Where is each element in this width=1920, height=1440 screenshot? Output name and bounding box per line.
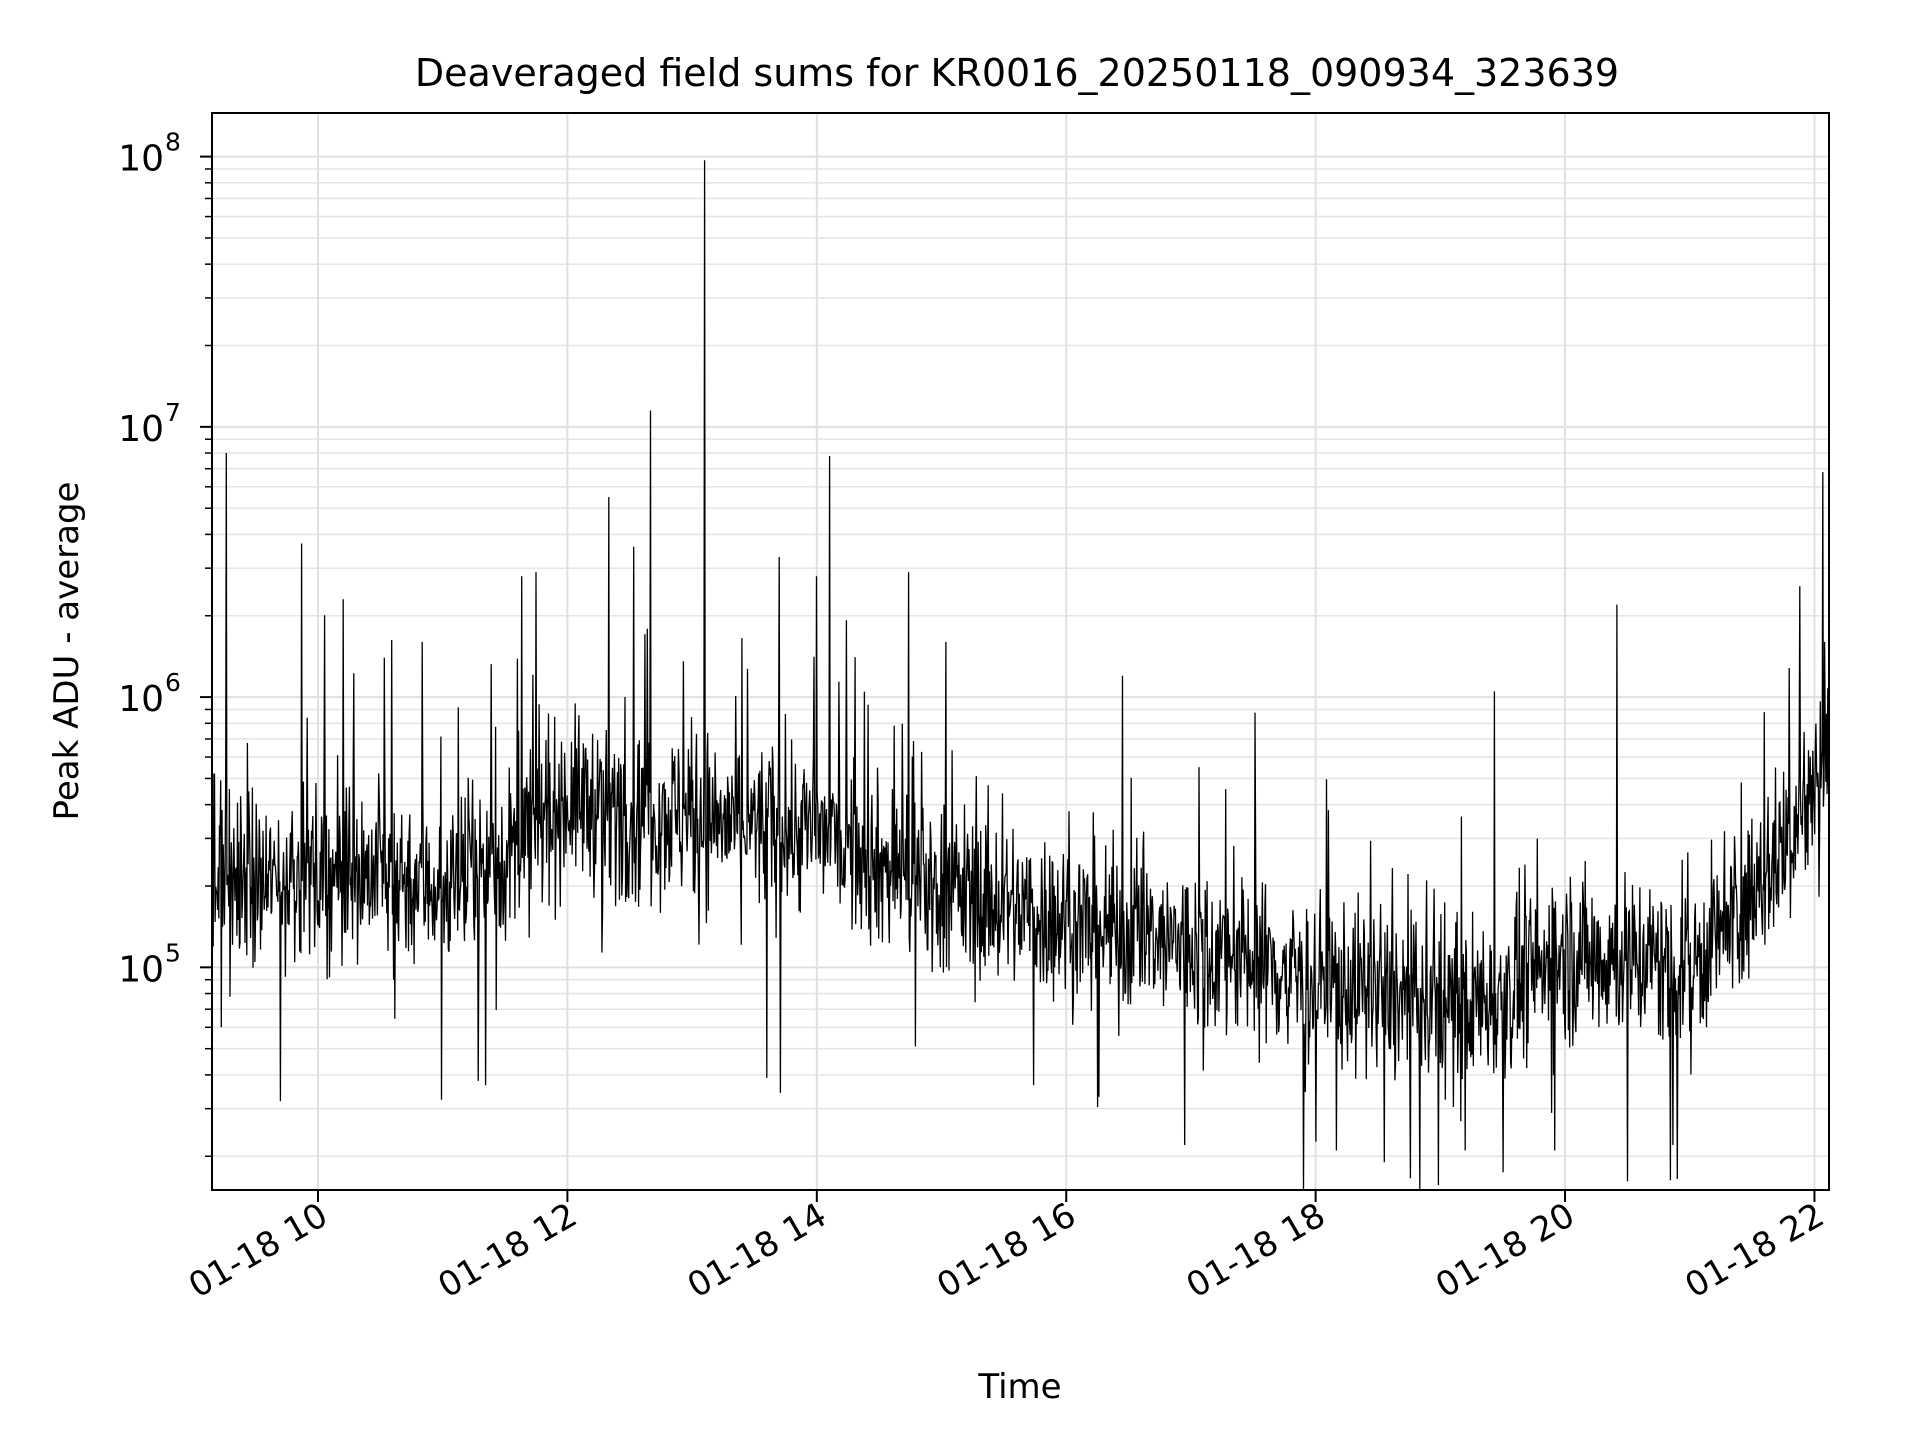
y-tick-base: 10 bbox=[118, 679, 164, 720]
series-peak-adu bbox=[211, 160, 1830, 1191]
y-tick-exponent: 7 bbox=[165, 398, 181, 427]
y-tick-exponent: 6 bbox=[165, 668, 181, 697]
y-tick-label: 10 7 bbox=[118, 398, 181, 450]
y-tick-base: 10 bbox=[118, 139, 164, 180]
series-line bbox=[211, 160, 1830, 1191]
y-tick-exponent: 5 bbox=[165, 938, 181, 967]
x-axis-label: Time bbox=[977, 1367, 1061, 1407]
y-axis-label: Peak ADU - average bbox=[47, 482, 87, 821]
y-tick-base: 10 bbox=[118, 409, 164, 450]
y-tick-base: 10 bbox=[118, 949, 164, 990]
y-tick-label: 10 5 bbox=[118, 938, 181, 990]
y-tick-label: 10 8 bbox=[118, 128, 181, 180]
chart-title: Deaveraged field sums for KR0016_2025011… bbox=[415, 51, 1619, 95]
grid bbox=[212, 113, 1829, 1190]
y-tick-exponent: 8 bbox=[165, 128, 181, 157]
y-tick-label: 10 6 bbox=[118, 668, 181, 720]
plot-area-frame bbox=[211, 112, 1830, 1191]
